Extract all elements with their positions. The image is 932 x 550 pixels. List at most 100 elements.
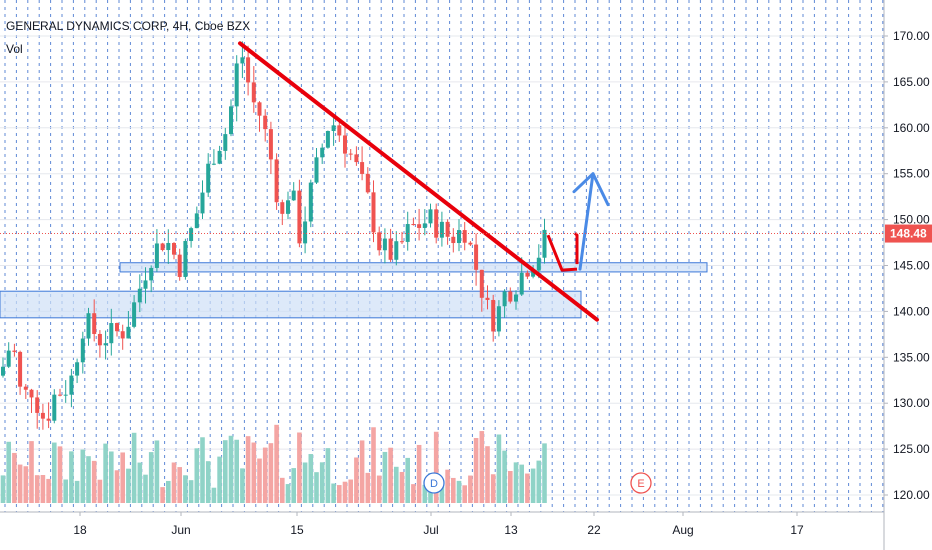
last-price-badge — [885, 224, 932, 243]
candle-body — [194, 213, 199, 229]
volume-bar — [171, 462, 177, 503]
candle-body — [280, 202, 285, 214]
candle-body — [405, 224, 410, 242]
volume-bar — [166, 480, 171, 503]
candle-body — [354, 154, 359, 163]
candle-body — [149, 267, 154, 281]
candle-body — [519, 272, 524, 295]
candle-body — [58, 394, 62, 396]
candle-body — [234, 63, 239, 107]
candle-body — [382, 238, 387, 251]
volume-bar — [194, 448, 200, 503]
candle-body — [508, 291, 513, 302]
volume-bar — [376, 475, 382, 503]
candle-body — [143, 280, 148, 289]
candle-body — [75, 362, 80, 376]
volume-bar — [205, 461, 211, 503]
candle-body — [542, 229, 547, 258]
candle-body — [217, 150, 222, 164]
candle-body — [1, 366, 5, 376]
y-tick-label: 170.00 — [893, 29, 930, 43]
candle-body — [52, 394, 57, 421]
volume-bar — [490, 474, 496, 503]
candle-body — [18, 351, 23, 387]
candle-body — [86, 313, 91, 339]
y-tick-label: 145.00 — [893, 259, 930, 273]
volume-bar — [34, 475, 40, 503]
volume-bar — [23, 466, 29, 503]
volume-bar — [86, 456, 91, 503]
volume-bar — [228, 435, 234, 503]
candle-body — [223, 134, 228, 151]
volume-bar — [120, 452, 125, 503]
volume-bar — [245, 436, 251, 503]
candle-body — [308, 182, 313, 222]
volume-bar — [80, 449, 86, 503]
candle-body — [371, 192, 376, 233]
volume-bar — [462, 485, 467, 503]
candle-body — [491, 299, 496, 332]
candle-body — [160, 243, 165, 251]
y-tick-label: 140.00 — [893, 304, 930, 318]
candle-body — [388, 238, 393, 260]
candle-body — [240, 57, 245, 64]
candle-body — [97, 333, 102, 346]
y-tick-label: 155.00 — [893, 167, 930, 181]
candle-body — [115, 323, 119, 332]
candle-body — [274, 159, 279, 203]
volume-bar — [57, 446, 63, 503]
volume-bar — [183, 475, 188, 503]
volume-bar — [331, 483, 336, 503]
event-marker-circle — [630, 472, 652, 494]
candle-body — [474, 244, 479, 270]
x-tick-label: 17 — [790, 523, 804, 537]
volume-bar — [325, 448, 331, 503]
candle-body — [183, 240, 188, 277]
volume-bar — [371, 427, 376, 503]
grid — [0, 0, 884, 512]
candle-body — [211, 163, 216, 165]
volume-bar — [365, 472, 371, 503]
candle-body — [35, 397, 40, 413]
volume-bar — [422, 484, 428, 503]
volume-bar — [234, 439, 239, 503]
candle-body — [411, 224, 416, 226]
candle-body — [394, 241, 399, 260]
y-tick-label: 150.00 — [893, 213, 930, 227]
candle-body — [320, 147, 325, 158]
candle-body — [46, 418, 51, 421]
candle-body — [502, 291, 507, 307]
volume-label: Vol — [6, 42, 23, 56]
volume-bar — [411, 484, 416, 503]
support-zones — [0, 262, 708, 319]
volume-bar — [257, 458, 262, 503]
volume-bar — [12, 452, 17, 503]
volume-bar — [388, 447, 393, 503]
volume-bar — [40, 475, 46, 503]
candle-body — [422, 223, 427, 228]
volume-bar — [148, 452, 154, 503]
candle-body — [132, 302, 137, 327]
volume-bar — [251, 442, 257, 503]
candle-body — [12, 350, 17, 352]
candle-body — [360, 162, 365, 174]
volume-bar — [74, 480, 80, 503]
candle-body — [377, 232, 382, 251]
candle-body — [80, 338, 85, 363]
candle-body — [479, 269, 484, 298]
projection-arrowhead — [572, 172, 610, 207]
candle-body — [126, 326, 131, 339]
support-zone — [119, 262, 708, 273]
candle-body — [200, 192, 205, 214]
candle-body — [428, 209, 433, 224]
volume-bar — [154, 440, 160, 503]
volume-bar — [308, 454, 314, 503]
volume-bar — [519, 464, 524, 503]
candle-body — [63, 394, 68, 396]
candle-body — [485, 297, 490, 300]
projection-dip — [546, 234, 578, 272]
x-tick-label: 18 — [73, 523, 87, 537]
candle-body — [417, 224, 422, 228]
candle-body — [400, 241, 404, 243]
